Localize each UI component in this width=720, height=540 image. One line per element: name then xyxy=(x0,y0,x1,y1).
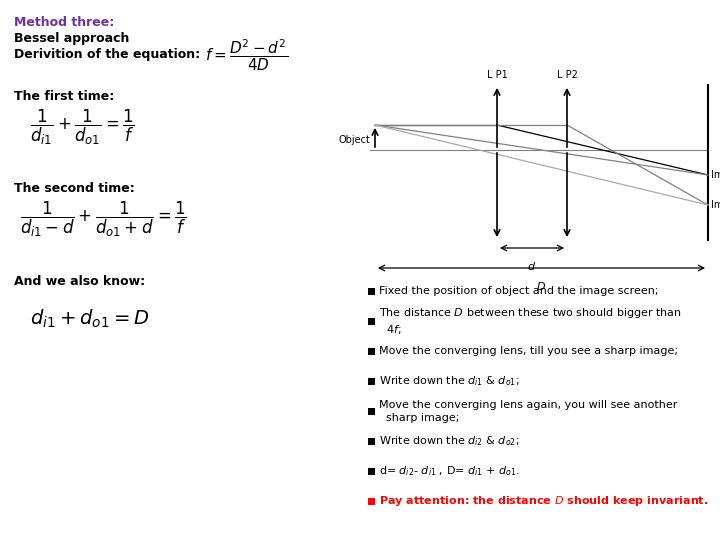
FancyBboxPatch shape xyxy=(368,378,375,385)
FancyBboxPatch shape xyxy=(368,288,375,295)
Text: Move the converging lens again, you will see another
  sharp image;: Move the converging lens again, you will… xyxy=(379,400,678,423)
Text: The distance $D$ between these two should bigger than
  $4f$;: The distance $D$ between these two shoul… xyxy=(379,307,682,336)
Text: $\dfrac{1}{d_{i1}} + \dfrac{1}{d_{o1}} = \dfrac{1}{f}$: $\dfrac{1}{d_{i1}} + \dfrac{1}{d_{o1}} =… xyxy=(30,108,135,147)
Text: Derivition of the equation:: Derivition of the equation: xyxy=(14,48,200,61)
Text: $D$: $D$ xyxy=(536,280,546,292)
Text: Bessel approach: Bessel approach xyxy=(14,32,130,45)
Text: Fixed the position of object and the image screen;: Fixed the position of object and the ima… xyxy=(379,287,659,296)
Text: Pay attention: the distance $D$ should keep invariant.: Pay attention: the distance $D$ should k… xyxy=(379,495,708,509)
Text: Write down the $d_{i1}$ & $d_{o1}$;: Write down the $d_{i1}$ & $d_{o1}$; xyxy=(379,375,519,388)
Text: d= $d_{i2}$- $d_{i1}$ , D= $d_{i1}$ + $d_{o1}$.: d= $d_{i2}$- $d_{i1}$ , D= $d_{i1}$ + $d… xyxy=(379,464,520,478)
FancyBboxPatch shape xyxy=(368,348,375,355)
Text: $f = \dfrac{D^2 - d^2}{4D}$: $f = \dfrac{D^2 - d^2}{4D}$ xyxy=(205,38,288,73)
Text: Write down the $d_{i2}$ & $d_{o2}$;: Write down the $d_{i2}$ & $d_{o2}$; xyxy=(379,435,519,448)
Text: L P2: L P2 xyxy=(557,70,577,80)
Text: Image 2: Image 2 xyxy=(711,200,720,210)
Text: And we also know:: And we also know: xyxy=(14,275,145,288)
Text: Object: Object xyxy=(338,135,370,145)
Text: Move the converging lens, till you see a sharp image;: Move the converging lens, till you see a… xyxy=(379,347,678,356)
FancyBboxPatch shape xyxy=(368,438,375,445)
Text: Method three:: Method three: xyxy=(14,16,114,29)
Text: $d$: $d$ xyxy=(528,260,536,272)
Text: The second time:: The second time: xyxy=(14,182,135,195)
Text: L P1: L P1 xyxy=(487,70,508,80)
Text: Image 1: Image 1 xyxy=(711,170,720,180)
FancyBboxPatch shape xyxy=(368,468,375,475)
FancyBboxPatch shape xyxy=(368,318,375,325)
FancyBboxPatch shape xyxy=(368,408,375,415)
Text: $\dfrac{1}{d_{i1}-d} + \dfrac{1}{d_{o1}+d} = \dfrac{1}{f}$: $\dfrac{1}{d_{i1}-d} + \dfrac{1}{d_{o1}+… xyxy=(20,200,186,239)
Text: $d_{i1} + d_{o1} = D$: $d_{i1} + d_{o1} = D$ xyxy=(30,308,149,330)
Text: The first time:: The first time: xyxy=(14,90,114,103)
FancyBboxPatch shape xyxy=(368,498,375,505)
